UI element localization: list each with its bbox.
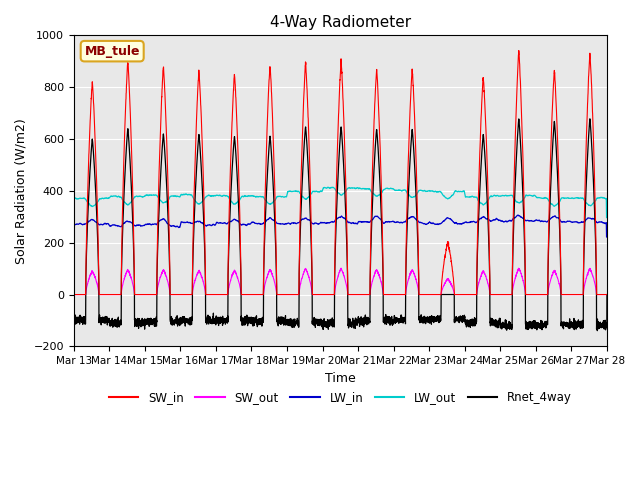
Rnet_4way <box>490 317 498 323</box>
SW_out <box>70 292 77 298</box>
SW_out <box>602 292 610 298</box>
SW_out <box>603 292 611 298</box>
Title: 4-Way Radiometer: 4-Way Radiometer <box>270 15 411 30</box>
LW_out <box>490 192 498 198</box>
SW_in <box>166 252 173 257</box>
SW_out <box>430 292 438 298</box>
Line: LW_in: LW_in <box>74 215 607 237</box>
Rnet_4way <box>430 314 438 320</box>
SW_in <box>460 292 467 298</box>
Rnet_4way <box>603 292 611 298</box>
LW_in <box>602 220 610 226</box>
SW_in <box>515 48 523 53</box>
Rnet_4way <box>321 319 328 324</box>
LW_in <box>460 220 467 226</box>
LW_in <box>603 234 611 240</box>
LW_in <box>166 222 173 228</box>
LW_out <box>602 195 610 201</box>
LW_out <box>324 184 332 190</box>
LW_out <box>430 189 438 194</box>
SW_out <box>337 265 345 271</box>
SW_in <box>490 292 498 298</box>
SW_in <box>321 292 328 298</box>
LW_out <box>70 196 77 202</box>
Rnet_4way <box>593 328 601 334</box>
Y-axis label: Solar Radiation (W/m2): Solar Radiation (W/m2) <box>15 118 28 264</box>
LW_in <box>430 221 438 227</box>
SW_out <box>490 292 498 298</box>
LW_in <box>515 212 522 218</box>
SW_out <box>166 288 173 293</box>
SW_out <box>321 292 328 298</box>
Rnet_4way <box>586 116 594 122</box>
SW_in <box>602 292 610 298</box>
LW_in <box>490 217 498 223</box>
X-axis label: Time: Time <box>325 372 356 384</box>
Legend: SW_in, SW_out, LW_in, LW_out, Rnet_4way: SW_in, SW_out, LW_in, LW_out, Rnet_4way <box>104 386 577 409</box>
LW_out <box>603 215 611 220</box>
LW_out <box>166 195 173 201</box>
LW_in <box>603 234 611 240</box>
LW_in <box>321 219 328 225</box>
Rnet_4way <box>166 263 173 269</box>
Text: MB_tule: MB_tule <box>84 45 140 58</box>
LW_out <box>460 188 468 194</box>
Line: SW_in: SW_in <box>74 50 607 295</box>
LW_in <box>70 222 77 228</box>
Line: Rnet_4way: Rnet_4way <box>74 119 607 331</box>
SW_out <box>460 292 468 298</box>
Line: LW_out: LW_out <box>74 187 607 217</box>
Rnet_4way <box>603 322 611 328</box>
SW_in <box>70 292 77 298</box>
SW_in <box>603 292 611 298</box>
Rnet_4way <box>460 316 467 322</box>
SW_in <box>430 292 438 298</box>
LW_out <box>321 184 328 190</box>
Line: SW_out: SW_out <box>74 268 607 295</box>
LW_out <box>603 215 611 220</box>
Rnet_4way <box>70 316 77 322</box>
